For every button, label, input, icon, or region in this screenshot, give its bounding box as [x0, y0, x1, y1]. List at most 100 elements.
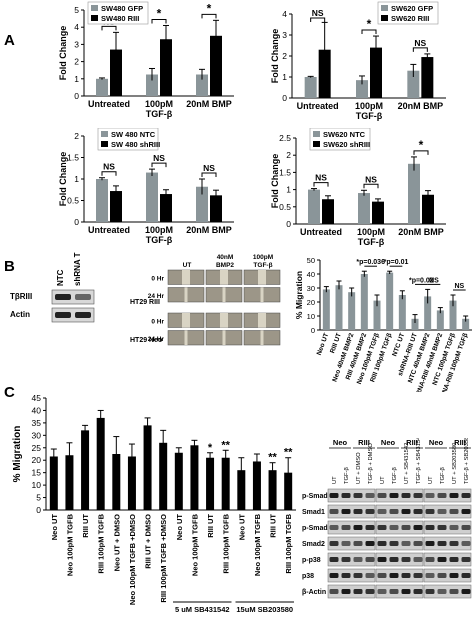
blot-lane-label: UT	[332, 476, 338, 484]
blot-band	[437, 573, 447, 578]
blot-band	[55, 312, 71, 318]
blot-band	[437, 525, 447, 530]
bar	[335, 285, 343, 330]
blot-band	[461, 509, 471, 514]
bar	[348, 292, 356, 330]
blot-strip	[375, 488, 424, 503]
blot-group-header: RIII	[454, 438, 466, 447]
significance-label: NS	[365, 174, 377, 184]
blot-band	[437, 493, 447, 498]
significance-bracket	[201, 172, 217, 177]
blot-lane-label: TGF-β	[392, 466, 398, 484]
x-tick-label: TGF-β	[356, 111, 383, 121]
y-tick-label: 0.5	[279, 202, 291, 212]
blot-band	[389, 541, 399, 546]
bar	[398, 295, 406, 330]
significance-label: *	[419, 138, 424, 152]
bar	[373, 300, 381, 330]
bar	[421, 57, 434, 98]
y-tick-label: 50	[307, 256, 315, 265]
y-tick-label: 35	[32, 418, 42, 428]
blot-band	[329, 509, 339, 514]
y-tick-label: 15	[32, 468, 42, 478]
blot-strip	[327, 552, 376, 567]
blot-band	[341, 541, 351, 546]
y-tick-label: 3	[74, 39, 79, 49]
legend-swatch	[101, 141, 108, 147]
blot-band	[377, 573, 387, 578]
blot-strip	[327, 568, 376, 583]
bar	[96, 78, 108, 96]
blot-row-label: Smad2	[302, 541, 325, 548]
x-tick-label: RIII UT	[329, 332, 343, 354]
legend-label: SW480 GFP	[101, 4, 143, 13]
significance-bracket	[363, 183, 379, 189]
blot-band	[377, 541, 387, 546]
x-tick-label: RIII 100pM TGFB +DMSO	[159, 514, 168, 603]
significance-label: NS	[103, 162, 115, 172]
y-tick-label: 2	[74, 131, 79, 141]
y-tick-label: 2	[74, 57, 79, 67]
significance-label: NS	[454, 283, 464, 290]
blot-band	[365, 541, 375, 546]
panel-letter-c: C	[4, 384, 15, 401]
y-tick-label: 25	[32, 443, 42, 453]
bar	[196, 186, 208, 222]
y-tick-label: 4	[282, 9, 287, 19]
bar	[308, 189, 320, 224]
y-tick-label: 30	[32, 430, 42, 440]
blot-band	[425, 509, 435, 514]
blot-band	[437, 589, 447, 594]
blot-lane-label: UT	[380, 476, 386, 484]
y-tick-label: 10	[32, 480, 42, 490]
bar	[143, 425, 152, 510]
bar	[65, 455, 74, 510]
blot-band	[461, 525, 471, 530]
bar	[96, 179, 108, 222]
blot-band	[341, 589, 351, 594]
blot-band	[425, 525, 435, 530]
bar	[196, 74, 208, 96]
y-tick-label: 3	[282, 30, 287, 40]
scratch-time-label: 24 Hr	[148, 336, 165, 343]
blot-row-label: p-p38	[302, 557, 321, 564]
blot-band	[401, 541, 411, 546]
scratch-group-label: HT29 Neo	[130, 337, 162, 344]
y-axis-label: Fold Change	[58, 152, 68, 207]
blot-strip	[423, 520, 472, 535]
significance-marker: **	[268, 452, 277, 464]
blot-strip	[423, 536, 472, 551]
bar	[190, 445, 199, 510]
western-blot-c: Neo RIII Neo RIII Neo RIII UT TGF-β UT + DMSO TGF…	[302, 438, 472, 599]
chart-c: 0 5 10 15 20 25 30 35 40 45 % Migration Neo UT Neo 1…	[12, 393, 296, 614]
y-tick-label: 5	[36, 493, 41, 503]
blot-band	[425, 589, 435, 594]
scratch-gap	[258, 270, 266, 285]
blot-band	[449, 573, 459, 578]
panel-letter-b: B	[4, 258, 15, 275]
scratch-gap	[184, 287, 188, 302]
blot-band	[401, 589, 411, 594]
x-tick-label: 100pM	[357, 227, 385, 237]
blot-strip	[327, 504, 376, 519]
x-tick-label: Neo UT	[316, 332, 330, 356]
y-tick-label: 0	[74, 217, 79, 227]
blot-row-label: β-Actin	[302, 589, 326, 596]
x-tick-label: RIII UT	[269, 514, 278, 538]
blot-lane-label: TGF-β	[344, 466, 350, 484]
y-tick-label: 1	[286, 185, 291, 195]
significance-bracket	[413, 150, 429, 155]
blot-lane-label: UT	[428, 476, 434, 484]
blot-band	[437, 557, 447, 562]
group-label: 5 uM SB431542	[175, 605, 230, 614]
bar	[322, 199, 334, 224]
blot-strip	[375, 536, 424, 551]
scratch-gap	[220, 313, 228, 328]
significance-label: NS	[153, 153, 165, 163]
y-axis-label: Fold Change	[270, 154, 280, 209]
bar	[112, 454, 121, 510]
significance-bracket	[151, 18, 167, 24]
y-tick-label: 40	[307, 270, 315, 279]
blot-band	[413, 509, 423, 514]
y-tick-label: 0	[286, 219, 291, 229]
